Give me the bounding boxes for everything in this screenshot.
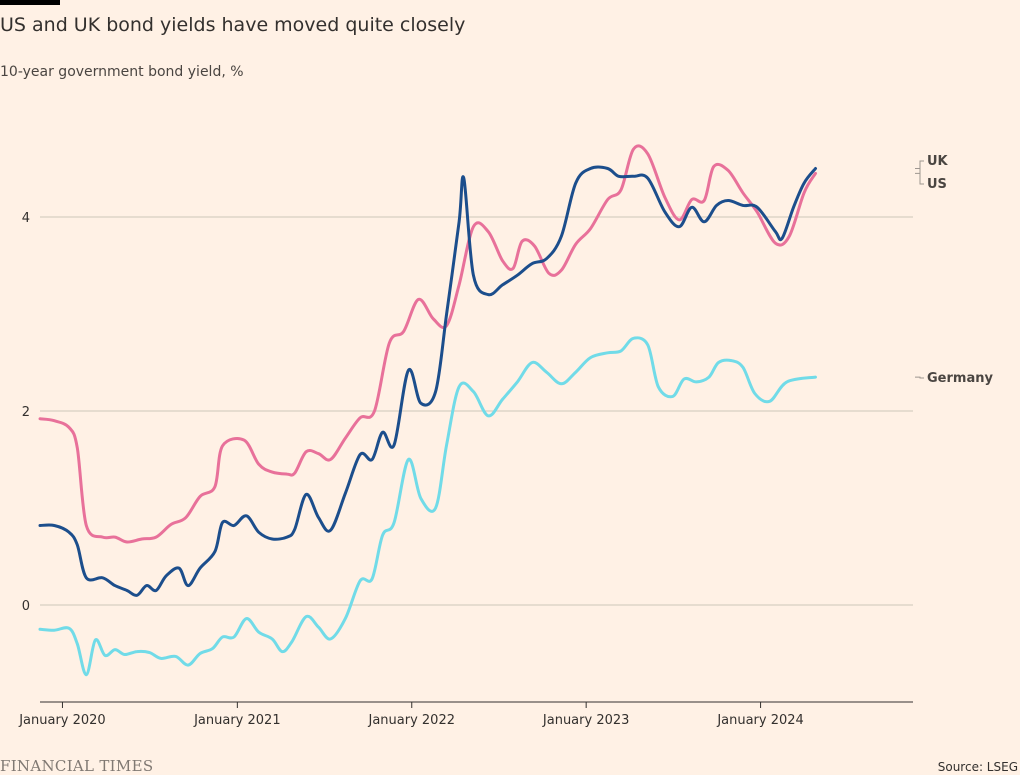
x-tick-label: January 2020: [18, 713, 106, 728]
germany-series-line: [38, 336, 817, 677]
x-axis: January 2020 January 2021 January 2022 Janu…: [18, 701, 913, 728]
y-tick-label: 2: [22, 405, 30, 420]
us-series-label: US: [927, 177, 947, 192]
y-tick-label: 4: [22, 211, 30, 226]
y-tick-label: 0: [22, 599, 30, 614]
brand-bar: [0, 0, 60, 5]
chart-title: US and UK bond yields have moved quite c…: [0, 14, 466, 36]
chart-subtitle: 10-year government bond yield, %: [0, 64, 244, 80]
uk-series-label: UK: [927, 154, 949, 169]
x-tick-label: January 2022: [368, 713, 456, 728]
series-labels: UK US Germany: [915, 154, 993, 386]
series-lines: [38, 144, 817, 677]
gridlines: 0 2 4: [22, 211, 913, 614]
x-tick-label: January 2023: [542, 713, 630, 728]
uk-series-line: [38, 144, 817, 544]
us-label-leader: [915, 168, 924, 185]
us-series-line: [38, 165, 817, 597]
x-tick-label: January 2024: [716, 713, 804, 728]
x-tick-label: January 2021: [193, 713, 281, 728]
source-note: Source: LSEG: [937, 760, 1018, 774]
ft-logo: FINANCIAL TIMES: [0, 757, 154, 775]
uk-label-leader: [915, 160, 924, 174]
germany-series-label: Germany: [927, 371, 993, 386]
germany-label-leader: [915, 376, 924, 379]
